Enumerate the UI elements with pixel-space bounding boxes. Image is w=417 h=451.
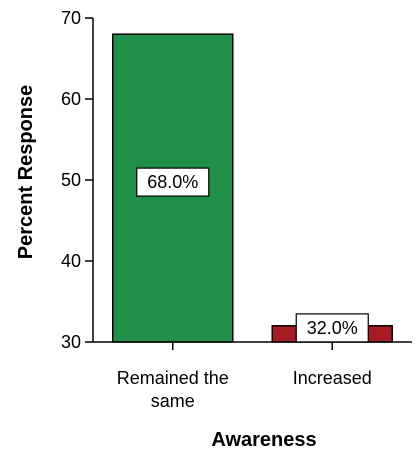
y-tick-label-3: 60 — [61, 89, 81, 109]
data-label-0: 68.0% — [136, 167, 210, 197]
y-tick-label-0: 30 — [61, 332, 81, 352]
data-label-box-0 — [136, 167, 210, 197]
x-axis-title: Awareness — [211, 429, 316, 451]
data-label-text-1: 32.0% — [307, 318, 358, 338]
data-label-box-1 — [295, 313, 369, 343]
data-label-1: 32.0% — [295, 313, 369, 343]
x-tick-label-0-line-0: Remained the — [117, 368, 229, 388]
y-tick-label-1: 40 — [61, 251, 81, 271]
y-tick-label-4: 70 — [61, 8, 81, 28]
data-label-text-0: 68.0% — [147, 172, 198, 192]
y-tick-label-2: 50 — [61, 170, 81, 190]
x-tick-label-1: Increased — [293, 368, 372, 388]
y-axis-title: Percent Response — [15, 85, 37, 260]
x-tick-label-0-line-1: same — [151, 391, 195, 411]
